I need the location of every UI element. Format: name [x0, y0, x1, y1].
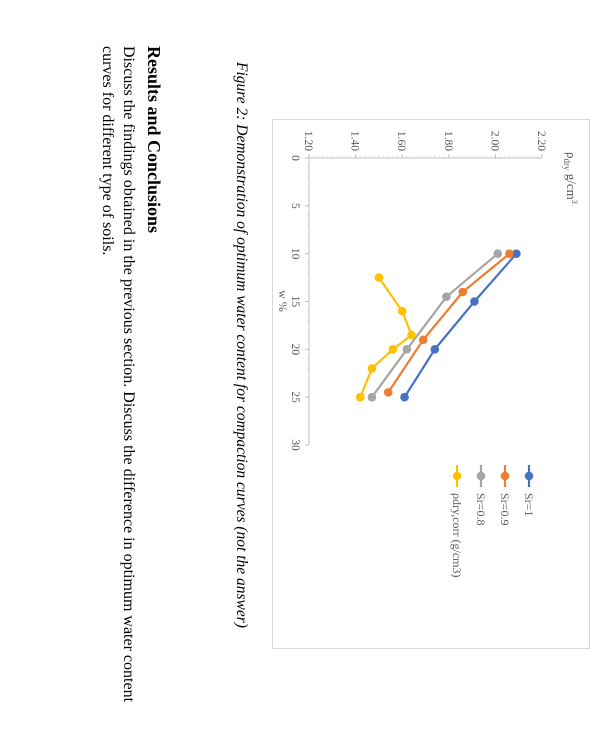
- data-point: [493, 249, 503, 258]
- data-point: [367, 392, 377, 402]
- series-1: [383, 249, 514, 397]
- y-axis-label: ρdry g/cm3: [562, 152, 579, 204]
- y-tick-label: 2.20: [535, 131, 547, 151]
- x-tick-label: 5: [289, 203, 301, 209]
- x-tick-label: 0: [289, 155, 301, 161]
- x-tick-label: 25: [289, 391, 301, 403]
- y-tick-label: 2.00: [488, 131, 500, 151]
- chart-legend: Sr=1 Sr=0.9 Sr=0.8 ρdry,corr (g/cm3): [450, 465, 536, 578]
- figure-caption: Figure 2: Demonstration of optimum water…: [233, 62, 250, 628]
- legend-label: Sr=0.8: [474, 493, 488, 525]
- legend-label: Sr=1: [522, 493, 536, 516]
- data-point: [367, 364, 377, 373]
- x-axis-label: w %: [276, 290, 290, 312]
- series-line: [387, 252, 511, 394]
- legend-swatch-marker: [476, 471, 486, 481]
- legend-item: Sr=1: [522, 465, 536, 516]
- paragraph-line-2: curves for different type of soils.: [99, 46, 116, 256]
- data-point: [383, 388, 393, 397]
- legend-item: Sr=0.9: [498, 465, 512, 525]
- x-tick-label: 15: [289, 296, 301, 308]
- y-tick-label: 1.60: [395, 131, 407, 151]
- data-point: [402, 345, 412, 354]
- chart-frame: 1.20 1.40 1.60 1.80 2.00 2.20 0 5 10 15 20 25 30 Sr=…: [272, 119, 590, 649]
- y-tick-label: 1.80: [442, 131, 454, 151]
- series-0: [400, 249, 521, 402]
- series-line: [403, 252, 518, 398]
- data-point: [512, 249, 521, 258]
- legend-label: ρdry,corr (g/cm3): [450, 493, 464, 578]
- paragraph-line-1: Discuss the findings obtained in the pre…: [120, 46, 137, 703]
- data-point: [397, 306, 407, 316]
- series-2: [367, 249, 503, 402]
- series-line: [359, 276, 413, 398]
- legend-item: ρdry,corr (g/cm3): [450, 465, 464, 578]
- data-point: [374, 273, 384, 282]
- data-point: [442, 292, 451, 302]
- data-point: [407, 330, 416, 340]
- compaction-chart: 1.20 1.40 1.60 1.80 2.00 2.20 0 5 10 15 20 25 30 Sr=…: [276, 131, 579, 578]
- data-point: [400, 392, 409, 402]
- series-line: [371, 252, 499, 398]
- x-tick-label: 30: [289, 439, 301, 451]
- x-tick-label: 10: [289, 248, 301, 260]
- data-point: [505, 249, 514, 258]
- section-heading: Results and Conclusions: [144, 46, 164, 234]
- y-tick-label: 1.40: [349, 131, 361, 151]
- data-point: [470, 297, 479, 306]
- legend-swatch-marker: [524, 471, 534, 481]
- legend-swatch-marker: [500, 471, 510, 481]
- legend-item: Sr=0.8: [474, 465, 488, 525]
- data-point: [418, 335, 428, 345]
- chart-plot-area: [355, 249, 521, 402]
- data-point: [388, 345, 398, 354]
- data-point: [458, 287, 468, 297]
- x-tick-label: 20: [289, 344, 301, 356]
- data-point: [355, 392, 365, 402]
- chart-axes: 1.20 1.40 1.60 1.80 2.00 2.20 0 5 10 15 20 25 30: [289, 131, 547, 451]
- data-point: [430, 345, 440, 354]
- legend-label: Sr=0.9: [498, 493, 512, 525]
- legend-swatch-marker: [452, 471, 462, 481]
- series-3: [355, 273, 416, 402]
- y-tick-label: 1.20: [302, 131, 314, 151]
